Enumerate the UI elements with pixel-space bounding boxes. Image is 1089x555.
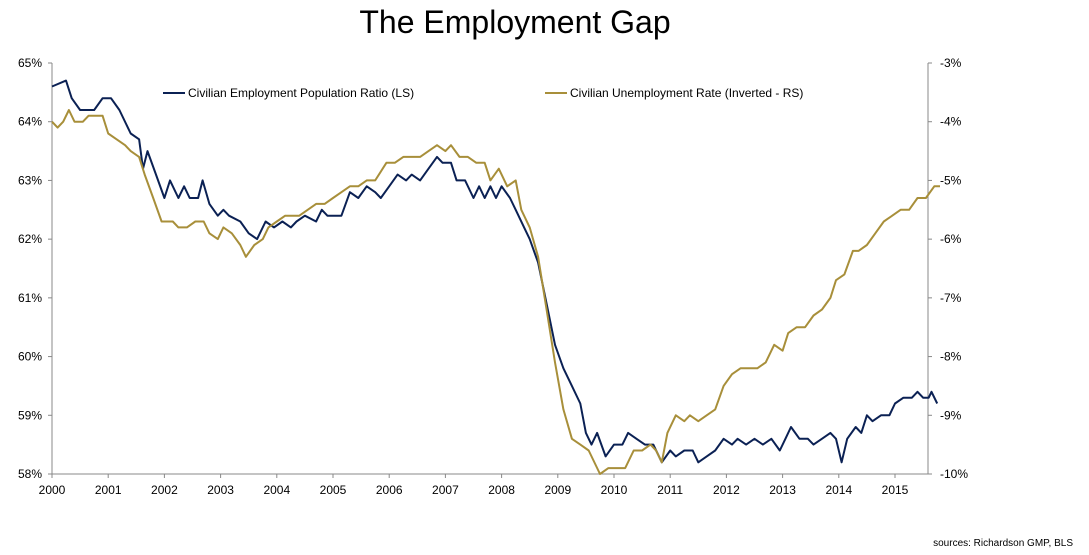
x-tick-label: 2000 bbox=[39, 483, 66, 497]
legend-label: Civilian Unemployment Rate (Inverted - R… bbox=[570, 86, 803, 100]
right-tick-label: -5% bbox=[940, 173, 962, 187]
x-tick-label: 2010 bbox=[601, 483, 628, 497]
right-tick-label: -3% bbox=[940, 56, 962, 70]
unemployment-rate-line bbox=[51, 109, 940, 475]
x-tick-label: 2008 bbox=[488, 483, 515, 497]
source-note: sources: Richardson GMP, BLS bbox=[933, 538, 1073, 549]
employment-ratio-line bbox=[51, 79, 939, 464]
x-tick-label: 2011 bbox=[657, 483, 683, 497]
right-tick-label: -10% bbox=[940, 467, 968, 481]
x-tick-label: 2014 bbox=[825, 483, 852, 497]
left-tick-label: 65% bbox=[18, 56, 42, 70]
x-tick-label: 2007 bbox=[432, 483, 459, 497]
x-tick-label: 2001 bbox=[95, 483, 122, 497]
left-tick-label: 60% bbox=[18, 350, 42, 364]
x-tick-label: 2013 bbox=[769, 483, 796, 497]
right-tick-label: -8% bbox=[940, 350, 962, 364]
x-tick-label: 2006 bbox=[376, 483, 403, 497]
x-tick-label: 2009 bbox=[544, 483, 571, 497]
legend-label: Civilian Employment Population Ratio (LS… bbox=[188, 86, 414, 100]
x-tick-label: 2005 bbox=[320, 483, 347, 497]
chart-title: The Employment Gap bbox=[359, 4, 671, 40]
left-tick-label: 63% bbox=[18, 173, 42, 187]
right-tick-label: -7% bbox=[940, 291, 962, 305]
x-tick-label: 2015 bbox=[882, 483, 909, 497]
right-tick-label: -6% bbox=[940, 232, 962, 246]
left-tick-label: 64% bbox=[18, 115, 42, 129]
left-tick-label: 58% bbox=[18, 467, 42, 481]
x-tick-label: 2004 bbox=[263, 483, 290, 497]
left-tick-label: 59% bbox=[18, 408, 42, 422]
x-tick-label: 2002 bbox=[151, 483, 178, 497]
right-tick-label: -9% bbox=[940, 408, 962, 422]
x-tick-label: 2012 bbox=[713, 483, 740, 497]
x-tick-label: 2003 bbox=[207, 483, 234, 497]
right-tick-label: -4% bbox=[940, 115, 962, 129]
left-tick-label: 62% bbox=[18, 232, 42, 246]
left-tick-label: 61% bbox=[18, 291, 42, 305]
